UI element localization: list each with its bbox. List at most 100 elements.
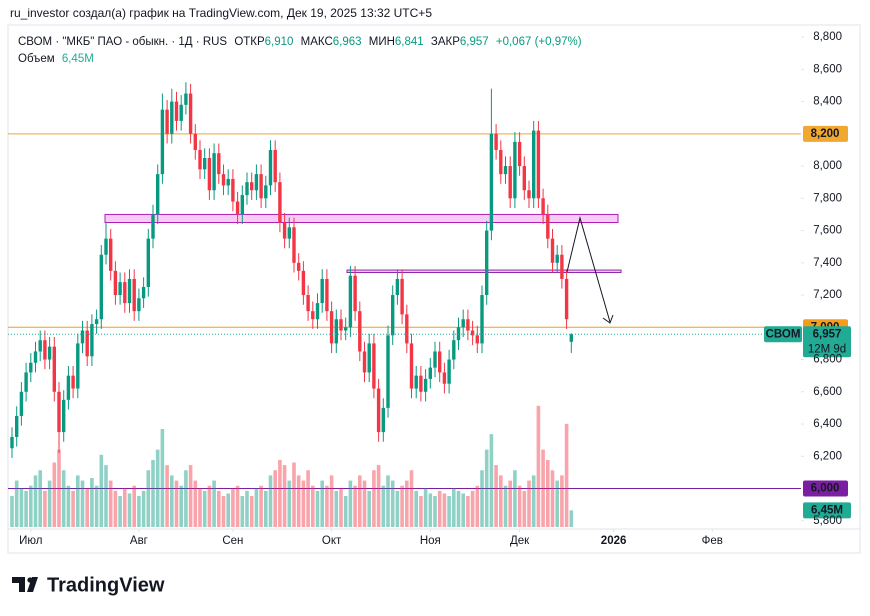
candle-body [311,311,315,320]
candle-body [489,133,494,231]
x-tick-label: Окт [322,535,342,547]
volume-bar [343,496,348,527]
price-zone [346,269,622,273]
y-tick-label: 8,000 [813,160,842,172]
candle-body [259,174,263,199]
volume-bar [141,490,146,527]
candle-body [419,375,423,392]
candle-body [320,278,324,304]
candle-body [240,195,244,215]
volume-bar [94,485,99,527]
volume-bar [179,485,183,527]
volume-bar [447,496,451,527]
candle-body [71,375,75,389]
candle-body [329,311,334,344]
x-tick-label: 2026 [601,535,627,547]
forecast-arrow [566,216,614,324]
x-tick-label: Сен [222,535,243,547]
candle-body [43,340,47,360]
volume-bar [339,488,343,527]
y-tick-label: 6,400 [813,418,842,430]
candle-body [151,214,155,239]
volume-bar [546,459,550,527]
volume-bar [19,488,24,527]
volume-bar [550,470,555,527]
volume-bar [193,480,198,527]
last-price-tag [803,326,851,358]
volume-bar [461,493,465,527]
volume-bar [433,496,437,527]
volume-bar [480,470,484,527]
legend-open: 6,910 [265,36,294,48]
volume-bar [273,470,277,527]
volume-bar [428,493,433,527]
volume-bar [80,480,85,527]
volume-bar [470,490,475,527]
volume-bar [489,434,494,527]
candle-body [127,278,132,304]
volume-bar [522,490,527,527]
volume-bar [358,475,362,527]
candle-body [334,319,338,344]
x-tick-label: Авг [130,535,148,547]
volume-bar [329,475,334,527]
legend-volume: 6,45M [62,53,94,65]
legend-symbol: СВОМ · "МКБ" ПАО - обыкн. · 1Д · RUS [18,36,227,48]
candle-body [57,391,61,433]
candle-body [193,133,197,150]
candle-body [541,198,545,215]
volume-bar [47,480,52,527]
volume-bar [235,485,240,527]
candle-body [278,182,282,223]
y-tick-label: 7,200 [813,289,842,301]
candle-body [306,295,310,312]
volume-bar [76,475,80,527]
level-tag-label: 8,200 [811,128,840,140]
volume-bar [249,496,254,527]
candle-body [428,367,432,379]
candle-body [104,238,108,255]
volume-bar [99,454,104,527]
candle-body [564,278,569,320]
candle-body [391,295,395,336]
volume-bar [113,490,118,527]
candle-body [188,93,193,134]
volume-bar [503,485,508,527]
volume-bar [475,485,480,527]
author-line: ru_investor создал(а) график на TradingV… [10,6,432,20]
candle-body [499,149,503,175]
candle-body [494,133,498,150]
volume-bar [541,449,545,527]
candle-body [250,182,254,191]
volume-bar [245,490,249,527]
volume-bar [395,490,400,527]
volume-bar [381,485,386,527]
candle-body [367,343,371,373]
candle-body [137,298,141,312]
candle-body [170,101,174,134]
volume-bar [376,465,381,527]
legend-change: +0,067 (+0,97%) [496,36,582,48]
volume-bar [61,470,66,527]
volume-bar [555,480,559,527]
volume-bar [254,488,259,527]
last-price-label: 6,957 [813,328,842,340]
volume-bar [264,490,268,527]
volume-bar [29,485,33,527]
candle-body [90,324,94,357]
candle-body [508,166,512,199]
volume-bar [423,488,428,527]
volume-bar [226,493,230,527]
candle-body [372,343,376,389]
legend-high-label: МАКС [301,36,333,48]
candle-body [527,190,531,199]
candle-body [466,319,470,331]
volume-bar [419,496,423,527]
volume-bar [390,480,395,527]
candle-body [273,149,277,183]
volume-bar [198,488,202,527]
candle-body [353,275,357,312]
volume-bar [311,485,315,527]
volume-bar [66,485,71,527]
